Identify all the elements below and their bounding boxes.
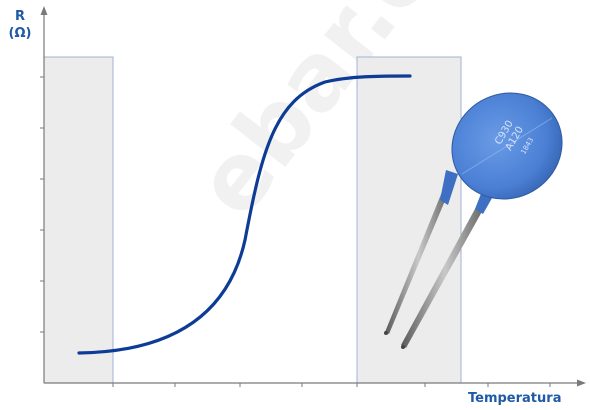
high-temperature-region [356, 56, 462, 384]
thermistor-lead-left [385, 182, 452, 334]
y-axis-label-symbol: R [14, 9, 25, 24]
x-axis [44, 379, 586, 387]
y-axis-label: R (Ω) [6, 8, 34, 42]
y-axis-label-unit: (Ω) [8, 26, 32, 41]
ptc-thermistor-component: C930 A120 1843 [384, 92, 563, 349]
y-axis [40, 6, 48, 383]
x-axis-label: Temperatura [468, 391, 562, 406]
thermistor-lead-right [401, 196, 489, 348]
resistance-curve [77, 74, 412, 355]
low-temperature-region [43, 56, 114, 384]
